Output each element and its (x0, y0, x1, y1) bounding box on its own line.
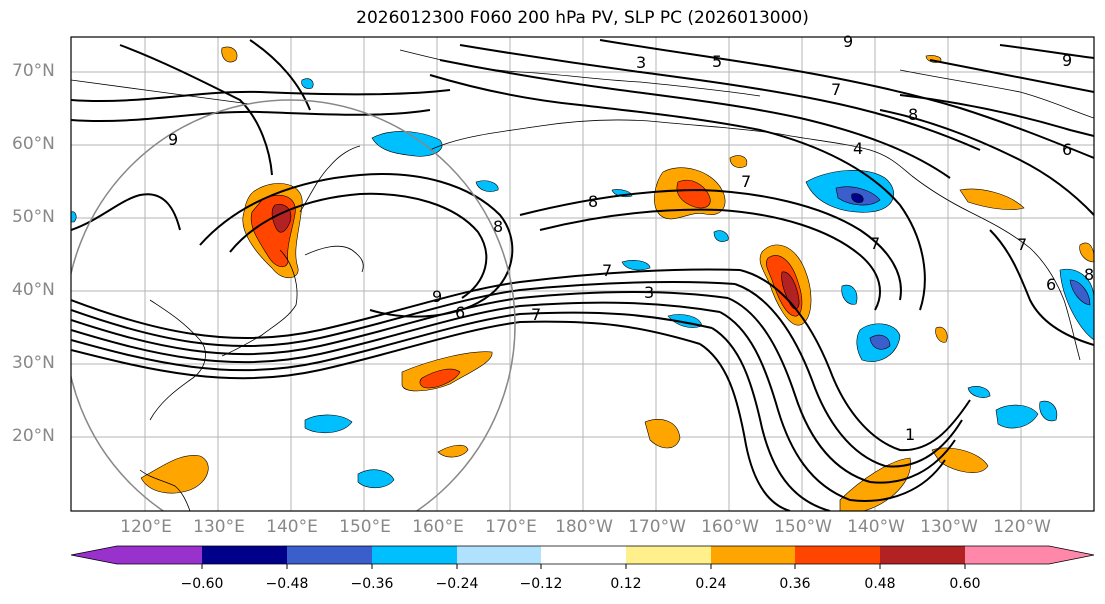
contour-label: 7 (531, 305, 541, 324)
colorbar (70, 545, 1095, 565)
colorbar-outline (70, 545, 1095, 565)
colorbar-segment (711, 546, 795, 564)
colorbar-tick: −0.36 (350, 576, 394, 592)
lat-label: 30°N (12, 353, 55, 373)
contour-label: 6 (455, 303, 465, 322)
contour-label: 9 (843, 32, 853, 51)
contour-label: 8 (493, 217, 503, 236)
contour-label: 9 (432, 287, 442, 306)
contour-label: 7 (831, 80, 841, 99)
colorbar-segment (795, 546, 880, 564)
colorbar-segment (880, 546, 965, 564)
lon-label: 120°W (993, 517, 1051, 537)
contour-labels: 3 5 7 8 9 9 6 9 8 8 7 7 3 7 6 9 4 7 7 1 … (168, 32, 1094, 444)
colorbar-segment (202, 546, 287, 564)
lat-label: 60°N (12, 134, 55, 154)
lat-label: 40°N (12, 280, 55, 300)
lon-label: 140°W (847, 517, 905, 537)
lon-label: 130°E (193, 517, 245, 537)
colorbar-segment (287, 546, 372, 564)
map-title: 2026012300 F060 200 hPa PV, SLP PC (2026… (356, 8, 809, 28)
colorbar-tick: 0.60 (949, 576, 981, 592)
contour-label: 7 (870, 234, 880, 253)
colorbar-segment (372, 546, 457, 564)
lat-label: 50°N (12, 207, 55, 227)
contour-label: 6 (1062, 140, 1072, 159)
colorbar-tick: 0.24 (695, 576, 727, 592)
contour-label: 8 (1084, 265, 1094, 284)
pv-shading (71, 46, 1094, 511)
colorbar-segment (541, 546, 626, 564)
colorbar-tick: −0.24 (435, 576, 479, 592)
contour-label: 7 (602, 261, 612, 280)
contour-label: 3 (636, 53, 646, 72)
lat-label: 20°N (12, 426, 55, 446)
lon-label: 140°E (266, 517, 318, 537)
contour-label: 6 (1046, 275, 1056, 294)
colorbar-tick: 0.48 (864, 576, 896, 592)
colorbar-segment (965, 546, 1049, 564)
colorbar-tick: −0.12 (519, 576, 563, 592)
map-frame (70, 36, 1095, 512)
colorbar-tick: 0.12 (610, 576, 642, 592)
lon-label: 130°W (920, 517, 978, 537)
colorbar-segment (457, 546, 541, 564)
colorbar-tick-marks (201, 564, 966, 569)
lon-label: 160°E (412, 517, 464, 537)
contour-label: 7 (741, 172, 751, 191)
colorbar-extend-low (71, 546, 117, 564)
contour-label: 4 (853, 139, 863, 158)
lon-label: 160°W (701, 517, 759, 537)
colorbar-tick: 0.36 (779, 576, 811, 592)
contour-label: 9 (168, 130, 178, 149)
colorbar-segment (626, 546, 711, 564)
contour-label: 8 (588, 192, 598, 211)
colorbar-tick: −0.60 (180, 576, 224, 592)
colorbar-segment (117, 546, 202, 564)
coastlines (71, 49, 1094, 511)
lon-label: 170°E (485, 517, 537, 537)
contour-label: 1 (905, 425, 915, 444)
contour-label: 7 (1017, 235, 1027, 254)
range-circle (71, 99, 516, 511)
slp-contours (71, 39, 1094, 511)
lon-label: 150°E (339, 517, 391, 537)
lon-label: 180°W (555, 517, 613, 537)
contour-label: 5 (712, 52, 722, 71)
lon-label: 150°W (774, 517, 832, 537)
lat-label: 70°N (12, 61, 55, 81)
lon-label: 170°W (628, 517, 686, 537)
lon-label: 120°E (120, 517, 172, 537)
colorbar-tick: −0.48 (265, 576, 309, 592)
contour-label: 3 (644, 283, 654, 302)
contour-label: 9 (1062, 51, 1072, 70)
colorbar-extend-high (1049, 546, 1094, 564)
contour-label: 8 (908, 105, 918, 124)
